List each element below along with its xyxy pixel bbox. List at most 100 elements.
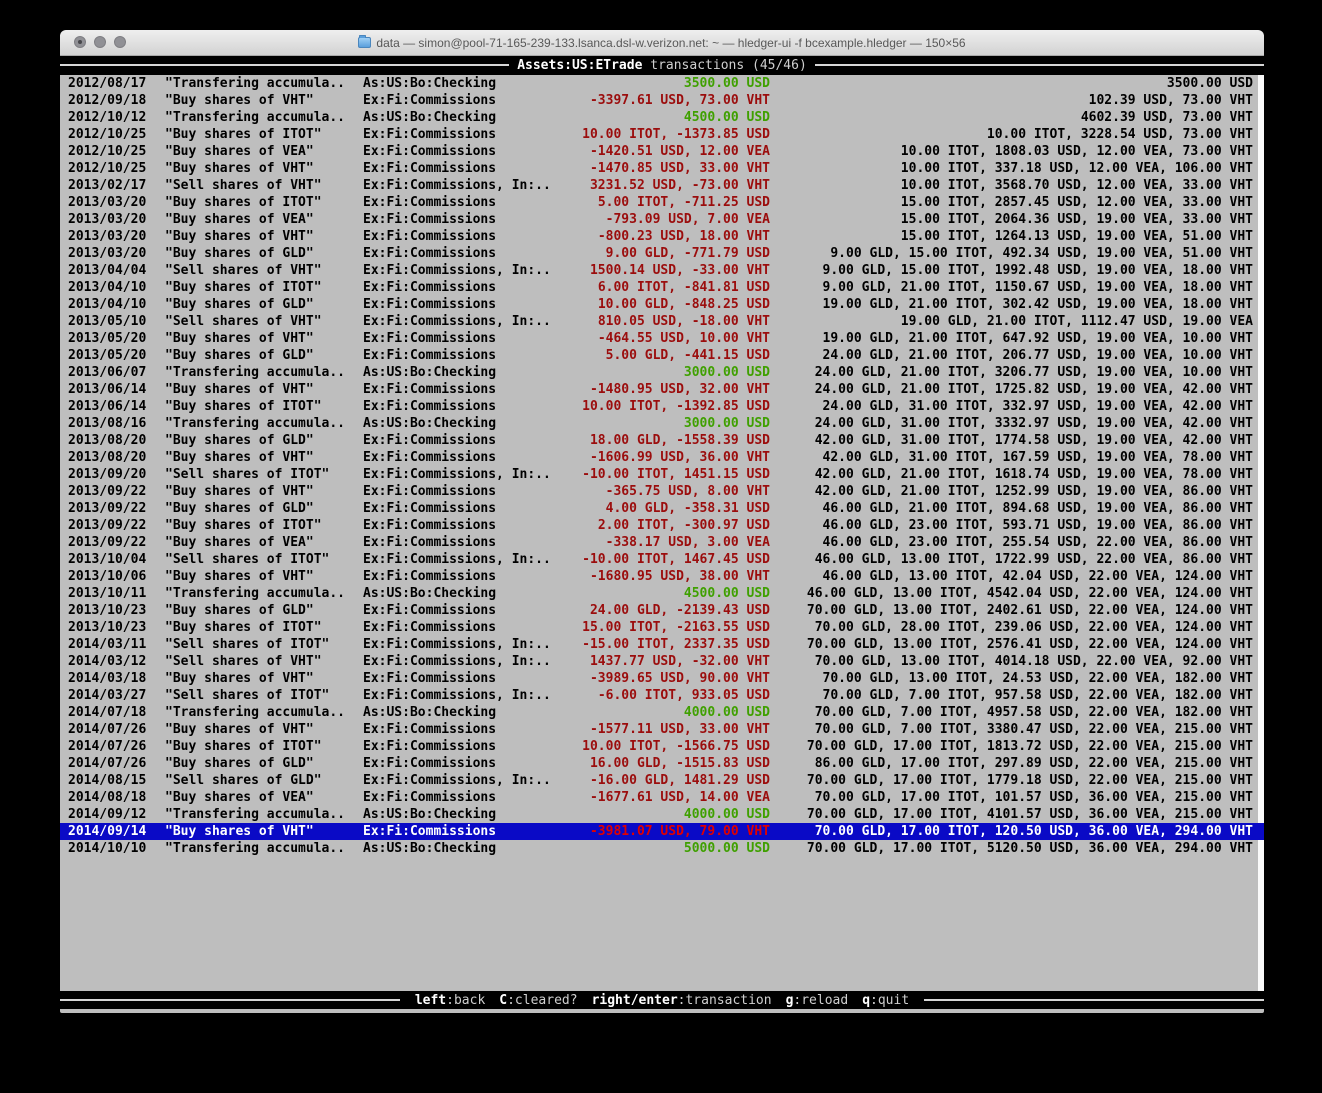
transaction-row[interactable]: 2014/10/10 "Transfering accumula.. As:US…	[60, 840, 1264, 857]
transaction-row[interactable]: 2014/07/26 "Buy shares of GLD" Ex:Fi:Com…	[60, 755, 1264, 772]
tx-description: "Buy shares of ITOT"	[165, 399, 322, 414]
tx-change-amount: 3000.00 USD	[683, 365, 770, 380]
transaction-row[interactable]: 2013/03/20 "Buy shares of VHT" Ex:Fi:Com…	[60, 228, 1264, 245]
transaction-row[interactable]: 2013/04/10 "Buy shares of ITOT" Ex:Fi:Co…	[60, 279, 1264, 296]
window-title-area: data — simon@pool-71-165-239-133.lsanca.…	[60, 30, 1264, 55]
tx-other-accounts: Ex:Fi:Commissions	[363, 501, 497, 516]
tx-change-amount: 5000.00 USD	[683, 841, 770, 856]
tx-date: 2013/08/16	[68, 416, 147, 431]
transaction-row[interactable]: 2013/03/20 "Buy shares of ITOT" Ex:Fi:Co…	[60, 194, 1264, 211]
tx-change-amount: 16.00 GLD, -1515.83 USD	[589, 756, 770, 771]
tx-description: "Buy shares of GLD"	[165, 756, 314, 771]
transaction-row[interactable]: 2013/05/10 "Sell shares of VHT" Ex:Fi:Co…	[60, 313, 1264, 330]
screen-mode-label: transactions (45/46)	[642, 58, 807, 73]
transaction-row[interactable]: 2014/07/26 "Buy shares of VHT" Ex:Fi:Com…	[60, 721, 1264, 738]
tx-change-amount: -15.00 ITOT, 2337.35 USD	[582, 637, 770, 652]
transaction-row[interactable]: 2014/03/11 "Sell shares of ITOT" Ex:Fi:C…	[60, 636, 1264, 653]
tx-description: "Buy shares of VHT"	[165, 569, 314, 584]
hint-reload: g:reload	[785, 992, 849, 1008]
tx-date: 2013/06/07	[68, 365, 147, 380]
transaction-row[interactable]: 2014/09/14 "Buy shares of VHT" Ex:Fi:Com…	[60, 823, 1264, 840]
tx-running-balance: 70.00 GLD, 13.00 ITOT, 24.53 USD, 22.00 …	[822, 671, 1253, 686]
tx-change-amount: 10.00 GLD, -848.25 USD	[597, 297, 770, 312]
tx-date: 2014/07/26	[68, 722, 147, 737]
transaction-row[interactable]: 2014/03/18 "Buy shares of VHT" Ex:Fi:Com…	[60, 670, 1264, 687]
tx-running-balance: 15.00 ITOT, 1264.13 USD, 19.00 VEA, 51.0…	[900, 229, 1253, 244]
tx-date: 2013/03/20	[68, 195, 147, 210]
transaction-row[interactable]: 2013/04/10 "Buy shares of GLD" Ex:Fi:Com…	[60, 296, 1264, 313]
transaction-row[interactable]: 2013/02/17 "Sell shares of VHT" Ex:Fi:Co…	[60, 177, 1264, 194]
tx-date: 2014/09/12	[68, 807, 147, 822]
tx-running-balance: 46.00 GLD, 23.00 ITOT, 255.54 USD, 22.00…	[822, 535, 1253, 550]
tx-description: "Buy shares of GLD"	[165, 297, 314, 312]
transaction-row[interactable]: 2014/08/15 "Sell shares of GLD" Ex:Fi:Co…	[60, 772, 1264, 789]
tx-running-balance: 24.00 GLD, 21.00 ITOT, 3206.77 USD, 19.0…	[814, 365, 1253, 380]
tx-running-balance: 19.00 GLD, 21.00 ITOT, 1112.47 USD, 19.0…	[900, 314, 1253, 329]
transaction-row[interactable]: 2013/06/14 "Buy shares of VHT" Ex:Fi:Com…	[60, 381, 1264, 398]
transaction-row[interactable]: 2013/06/07 "Transfering accumula.. As:US…	[60, 364, 1264, 381]
transaction-row[interactable]: 2012/10/25 "Buy shares of VEA" Ex:Fi:Com…	[60, 143, 1264, 160]
transaction-row[interactable]: 2014/03/27 "Sell shares of ITOT" Ex:Fi:C…	[60, 687, 1264, 704]
tx-other-accounts: Ex:Fi:Commissions	[363, 756, 497, 771]
transaction-row[interactable]: 2014/03/12 "Sell shares of VHT" Ex:Fi:Co…	[60, 653, 1264, 670]
transaction-row[interactable]: 2013/10/23 "Buy shares of ITOT" Ex:Fi:Co…	[60, 619, 1264, 636]
transaction-row[interactable]: 2012/08/17 "Transfering accumula.. As:US…	[60, 75, 1264, 92]
tx-running-balance: 46.00 GLD, 23.00 ITOT, 593.71 USD, 19.00…	[822, 518, 1253, 533]
tx-description: "Buy shares of GLD"	[165, 348, 314, 363]
tx-other-accounts: As:US:Bo:Checking	[363, 705, 497, 720]
transaction-row[interactable]: 2014/08/18 "Buy shares of VEA" Ex:Fi:Com…	[60, 789, 1264, 806]
tx-change-amount: -338.17 USD, 3.00 VEA	[605, 535, 770, 550]
transaction-row[interactable]: 2013/03/20 "Buy shares of VEA" Ex:Fi:Com…	[60, 211, 1264, 228]
tx-running-balance: 70.00 GLD, 17.00 ITOT, 1813.72 USD, 22.0…	[806, 739, 1253, 754]
tx-running-balance: 19.00 GLD, 21.00 ITOT, 647.92 USD, 19.00…	[822, 331, 1253, 346]
tx-date: 2013/04/04	[68, 263, 147, 278]
transaction-row[interactable]: 2013/05/20 "Buy shares of VHT" Ex:Fi:Com…	[60, 330, 1264, 347]
zoom-button-icon[interactable]	[114, 36, 126, 48]
tx-change-amount: 4500.00 USD	[683, 110, 770, 125]
tx-date: 2013/10/04	[68, 552, 147, 567]
transaction-row[interactable]: 2012/10/25 "Buy shares of ITOT" Ex:Fi:Co…	[60, 126, 1264, 143]
tx-description: "Buy shares of GLD"	[165, 246, 314, 261]
transaction-row[interactable]: 2013/09/20 "Sell shares of ITOT" Ex:Fi:C…	[60, 466, 1264, 483]
transaction-row[interactable]: 2013/04/04 "Sell shares of VHT" Ex:Fi:Co…	[60, 262, 1264, 279]
transaction-row[interactable]: 2013/10/23 "Buy shares of GLD" Ex:Fi:Com…	[60, 602, 1264, 619]
terminal-window: data — simon@pool-71-165-239-133.lsanca.…	[60, 30, 1264, 1013]
tx-change-amount: 5.00 ITOT, -711.25 USD	[597, 195, 770, 210]
transaction-row[interactable]: 2013/08/20 "Buy shares of GLD" Ex:Fi:Com…	[60, 432, 1264, 449]
close-button-icon[interactable]	[74, 36, 86, 48]
transaction-row[interactable]: 2013/09/22 "Buy shares of ITOT" Ex:Fi:Co…	[60, 517, 1264, 534]
transaction-row[interactable]: 2013/10/04 "Sell shares of ITOT" Ex:Fi:C…	[60, 551, 1264, 568]
transaction-row[interactable]: 2012/09/18 "Buy shares of VHT" Ex:Fi:Com…	[60, 92, 1264, 109]
transaction-row[interactable]: 2014/07/18 "Transfering accumula.. As:US…	[60, 704, 1264, 721]
tx-running-balance: 42.00 GLD, 21.00 ITOT, 1618.74 USD, 19.0…	[814, 467, 1253, 482]
tx-other-accounts: Ex:Fi:Commissions	[363, 93, 497, 108]
tx-date: 2013/09/22	[68, 535, 147, 550]
transaction-row[interactable]: 2013/03/20 "Buy shares of GLD" Ex:Fi:Com…	[60, 245, 1264, 262]
tx-date: 2013/10/11	[68, 586, 147, 601]
transaction-row[interactable]: 2013/09/22 "Buy shares of GLD" Ex:Fi:Com…	[60, 500, 1264, 517]
transaction-row[interactable]: 2013/06/14 "Buy shares of ITOT" Ex:Fi:Co…	[60, 398, 1264, 415]
transaction-row[interactable]: 2014/09/12 "Transfering accumula.. As:US…	[60, 806, 1264, 823]
transaction-row[interactable]: 2013/08/16 "Transfering accumula.. As:US…	[60, 415, 1264, 432]
minimize-button-icon[interactable]	[94, 36, 106, 48]
transaction-row[interactable]: 2013/08/20 "Buy shares of VHT" Ex:Fi:Com…	[60, 449, 1264, 466]
tx-other-accounts: Ex:Fi:Commissions, In:..	[363, 637, 551, 652]
tx-description: "Transfering accumula..	[165, 110, 346, 125]
tx-change-amount: -800.23 USD, 18.00 VHT	[597, 229, 770, 244]
tx-running-balance: 24.00 GLD, 21.00 ITOT, 206.77 USD, 19.00…	[822, 348, 1253, 363]
tx-change-amount: -1577.11 USD, 33.00 VHT	[589, 722, 770, 737]
tx-change-amount: 3000.00 USD	[683, 416, 770, 431]
transaction-row[interactable]: 2012/10/12 "Transfering accumula.. As:US…	[60, 109, 1264, 126]
transaction-row[interactable]: 2013/09/22 "Buy shares of VHT" Ex:Fi:Com…	[60, 483, 1264, 500]
window-titlebar[interactable]: data — simon@pool-71-165-239-133.lsanca.…	[60, 30, 1264, 56]
transaction-row[interactable]: 2012/10/25 "Buy shares of VHT" Ex:Fi:Com…	[60, 160, 1264, 177]
transaction-row[interactable]: 2014/07/26 "Buy shares of ITOT" Ex:Fi:Co…	[60, 738, 1264, 755]
transaction-row[interactable]: 2013/05/20 "Buy shares of GLD" Ex:Fi:Com…	[60, 347, 1264, 364]
tx-change-amount: 4000.00 USD	[683, 705, 770, 720]
tx-other-accounts: As:US:Bo:Checking	[363, 841, 497, 856]
transaction-row[interactable]: 2013/10/06 "Buy shares of VHT" Ex:Fi:Com…	[60, 568, 1264, 585]
transaction-row[interactable]: 2013/09/22 "Buy shares of VEA" Ex:Fi:Com…	[60, 534, 1264, 551]
scrollbar-track[interactable]	[1258, 75, 1264, 991]
transaction-row[interactable]: 2013/10/11 "Transfering accumula.. As:US…	[60, 585, 1264, 602]
tx-running-balance: 3500.00 USD	[1166, 76, 1253, 91]
